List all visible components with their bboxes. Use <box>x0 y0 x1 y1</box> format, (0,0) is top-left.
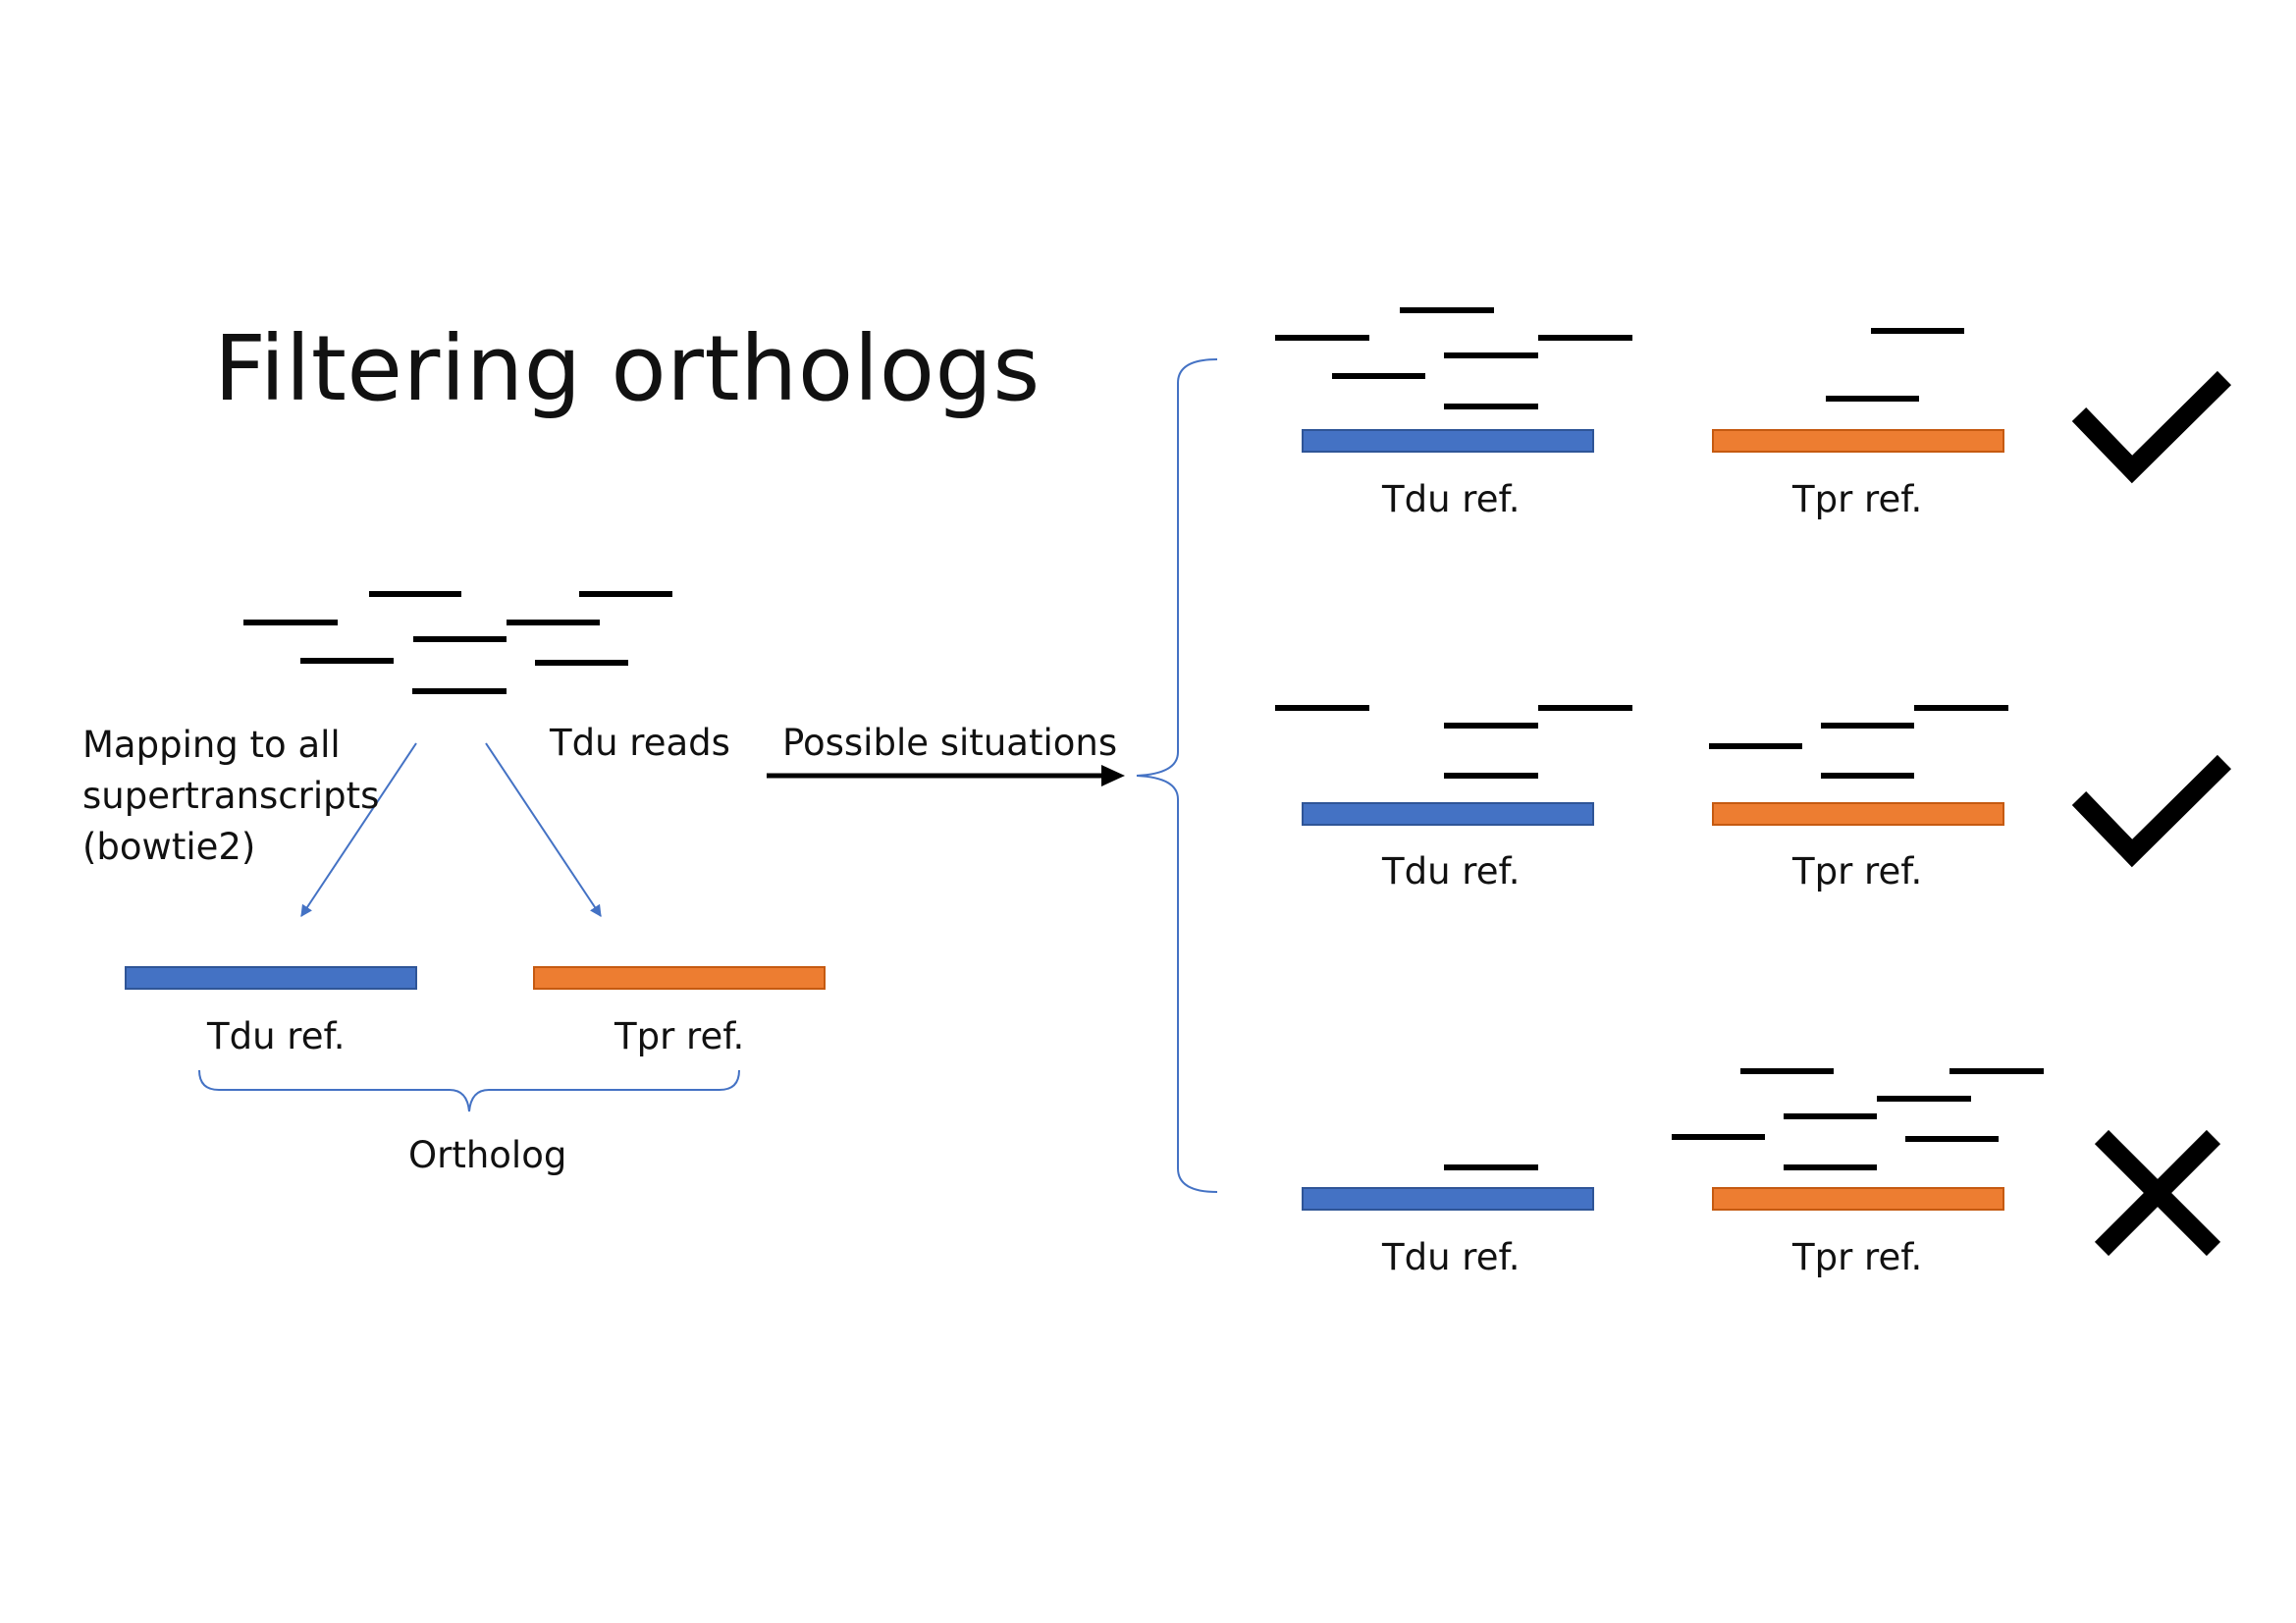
situation-3-tdu-label: Tdu ref. <box>1382 1236 1521 1278</box>
tpr-ref-bar <box>1712 1187 2004 1211</box>
possible-situations-arrow <box>767 765 1125 786</box>
page-title: Filtering orthologs <box>214 316 1041 421</box>
mapping-label-line: supertranscripts <box>82 775 380 817</box>
ortholog-brace <box>198 1069 740 1112</box>
situation-1-tdu-label: Tdu ref. <box>1382 478 1521 520</box>
situation-2 <box>1275 705 2232 868</box>
checkmark-icon <box>2071 370 2232 484</box>
tpr-reads-situation-2 <box>1709 705 2008 779</box>
situation-3 <box>1302 1068 2221 1257</box>
situation-1-tpr-label: Tpr ref. <box>1792 478 1923 520</box>
tdu-ref-bar <box>125 966 417 990</box>
tdu-reads-situation-2 <box>1275 705 1632 779</box>
mapping-label-line: Mapping to all <box>82 724 341 766</box>
tpr-reads-situation-3 <box>1672 1068 2044 1170</box>
tpr-reads-situation-1 <box>1826 328 1964 402</box>
tdu-ref-label: Tdu ref. <box>207 1015 346 1057</box>
tpr-ref-label: Tpr ref. <box>614 1015 745 1057</box>
situation-1 <box>1275 307 2232 484</box>
possible-situations-label: Possible situations <box>782 722 1118 764</box>
tdu-ref-bar <box>1302 429 1594 453</box>
mapping-label-line: (bowtie2) <box>82 826 256 868</box>
situations-brace <box>1136 358 1218 1193</box>
checkmark-icon <box>2071 754 2232 868</box>
mapping-arrow-to-tpr <box>485 742 602 917</box>
tdu-reads-situation-1 <box>1275 307 1632 409</box>
cross-icon <box>2094 1129 2221 1257</box>
mapping-arrow-to-tdu <box>300 742 417 917</box>
ortholog-label: Ortholog <box>408 1134 567 1176</box>
tpr-ref-bar <box>1712 429 2004 453</box>
tdu-reads-label: Tdu reads <box>550 722 730 764</box>
situation-2-tpr-label: Tpr ref. <box>1792 850 1923 893</box>
situation-3-tpr-label: Tpr ref. <box>1792 1236 1923 1278</box>
tpr-ref-bar <box>1712 802 2004 826</box>
tpr-ref-bar <box>533 966 826 990</box>
situation-2-tdu-label: Tdu ref. <box>1382 850 1521 893</box>
tdu-ref-bar <box>1302 1187 1594 1211</box>
tdu-ref-bar <box>1302 802 1594 826</box>
mapping-label: Mapping to all supertranscripts (bowtie2… <box>82 720 379 873</box>
tdu-reads-cluster <box>243 591 672 694</box>
